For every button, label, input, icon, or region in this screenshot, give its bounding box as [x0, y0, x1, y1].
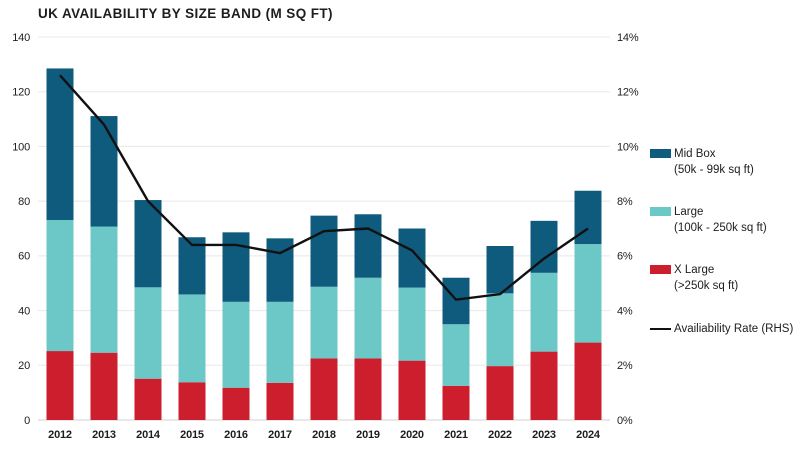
- bar-2023-large: [530, 272, 558, 352]
- x-label-2023: 2023: [532, 429, 556, 441]
- x-label-2012: 2012: [48, 429, 72, 441]
- bar-2013-large: [90, 226, 118, 353]
- x-large-swatch-icon: [650, 265, 671, 275]
- bar-2016-mid-box: [222, 232, 250, 302]
- right-axis-tick-4: 4%: [617, 305, 633, 317]
- bar-2015-x-large: [178, 382, 206, 420]
- left-axis-tick-0: 0: [24, 415, 30, 427]
- right-axis-tick-10: 10%: [617, 141, 639, 153]
- legend-range: (>250k sq ft): [674, 280, 739, 293]
- legend-item-x-large: X Large (>250k sq ft): [650, 262, 798, 294]
- bar-2019-large: [354, 277, 382, 359]
- bar-2019-x-large: [354, 358, 382, 420]
- bar-2015-mid-box: [178, 237, 206, 295]
- bar-2012-large: [46, 220, 74, 352]
- bar-2013-x-large: [90, 352, 118, 420]
- right-axis-tick-12: 12%: [617, 87, 639, 99]
- bar-2023-mid-box: [530, 220, 558, 273]
- x-label-2014: 2014: [136, 429, 161, 441]
- bar-2021-mid-box: [442, 277, 470, 325]
- legend-label: Mid Box: [674, 148, 716, 160]
- left-axis-tick-120: 120: [12, 87, 30, 99]
- legend-item-large: Large (100k - 250k sq ft): [650, 204, 798, 236]
- bar-2016-x-large: [222, 387, 250, 420]
- bar-2024-x-large: [574, 342, 602, 420]
- right-axis-tick-6: 6%: [617, 251, 633, 263]
- bar-2014-x-large: [134, 378, 162, 420]
- bar-2020-mid-box: [398, 228, 426, 288]
- availability-rate-line: [59, 74, 589, 301]
- x-label-2020: 2020: [400, 429, 424, 441]
- rate-line-swatch-icon: [650, 327, 671, 330]
- bar-2017-x-large: [266, 382, 294, 420]
- bar-2013-mid-box: [90, 116, 118, 227]
- legend-item-availability-rate: Availiability Rate (RHS): [650, 321, 798, 337]
- bar-2020-large: [398, 287, 426, 361]
- bar-2020-x-large: [398, 360, 426, 420]
- legend-label: Availiability Rate (RHS): [674, 322, 794, 335]
- left-axis-tick-140: 140: [12, 32, 30, 44]
- x-label-2017: 2017: [268, 429, 292, 441]
- left-axis-tick-100: 100: [12, 141, 30, 153]
- bar-2021-x-large: [442, 385, 470, 420]
- bar-2018-large: [310, 286, 338, 359]
- bar-2024-large: [574, 244, 602, 343]
- x-label-2018: 2018: [312, 429, 336, 441]
- left-axis-tick-60: 60: [18, 251, 30, 263]
- legend-label: X Large: [674, 264, 715, 277]
- x-label-2013: 2013: [92, 429, 116, 441]
- right-axis-tick-8: 8%: [617, 196, 633, 208]
- x-label-2016: 2016: [224, 429, 248, 441]
- left-axis-tick-40: 40: [18, 305, 30, 317]
- mid-box-swatch-icon: [650, 149, 671, 158]
- large-swatch-icon: [650, 207, 671, 217]
- right-axis-tick-14: 14%: [617, 32, 639, 44]
- bar-2014-large: [134, 287, 162, 379]
- bar-2022-large: [486, 293, 514, 367]
- legend-label: Large: [674, 206, 704, 219]
- x-label-2022: 2022: [488, 429, 512, 441]
- chart-legend: Mid Box (50k - 99k sq ft) Large (100k - …: [650, 146, 798, 363]
- bar-2015-large: [178, 294, 206, 383]
- legend-item-mid-box: Mid Box (50k - 99k sq ft): [650, 146, 798, 178]
- x-label-2021: 2021: [444, 429, 468, 441]
- left-axis-tick-20: 20: [18, 360, 30, 372]
- chart-title: UK AVAILABILITY BY SIZE BAND (M SQ FT): [38, 6, 333, 21]
- legend-range: (50k - 99k sq ft): [674, 164, 754, 177]
- bar-2017-large: [266, 301, 294, 383]
- x-label-2015: 2015: [180, 429, 204, 441]
- legend-range: (100k - 250k sq ft): [674, 222, 767, 235]
- x-label-2019: 2019: [356, 429, 380, 441]
- right-axis-tick-0: 0%: [617, 415, 633, 427]
- bar-2014-mid-box: [134, 200, 162, 288]
- left-axis-tick-80: 80: [18, 196, 30, 208]
- bar-2018-x-large: [310, 358, 338, 420]
- right-axis-tick-2: 2%: [617, 360, 633, 372]
- bar-2016-large: [222, 301, 250, 388]
- bar-2012-mid-box: [46, 68, 74, 221]
- bar-2021-large: [442, 324, 470, 386]
- x-label-2024: 2024: [576, 429, 601, 441]
- bar-2012-x-large: [46, 351, 74, 420]
- bar-2019-mid-box: [354, 214, 382, 278]
- bar-2022-x-large: [486, 366, 514, 420]
- bar-2023-x-large: [530, 351, 558, 420]
- bar-2018-mid-box: [310, 215, 338, 287]
